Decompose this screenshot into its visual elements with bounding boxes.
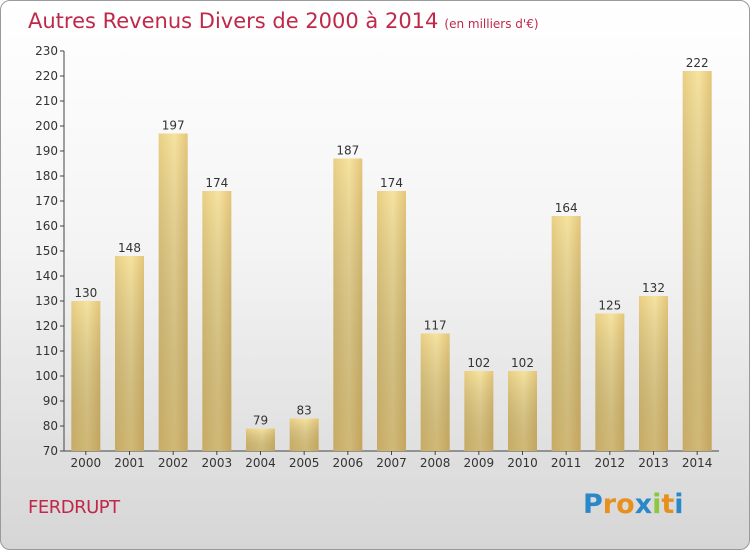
data-label: 125 <box>598 299 621 313</box>
bar-shade <box>551 216 581 451</box>
x-tick-label: 2000 <box>71 456 102 470</box>
y-tick-label: 120 <box>35 319 58 333</box>
x-tick-label: 2007 <box>376 456 407 470</box>
y-tick-label: 110 <box>35 344 58 358</box>
y-tick-label: 160 <box>35 219 58 233</box>
y-tick-label: 180 <box>35 169 58 183</box>
y-tick-label: 170 <box>35 194 58 208</box>
y-tick-label: 150 <box>35 244 58 258</box>
chart-subtitle: (en milliers d'€) <box>444 17 539 31</box>
y-tick-label: 90 <box>43 394 58 408</box>
axes: 7080901001101201301401501601701801902002… <box>35 44 719 470</box>
data-label: 102 <box>467 356 490 370</box>
x-tick-label: 2004 <box>245 456 276 470</box>
data-label: 164 <box>555 201 578 215</box>
x-tick-label: 2001 <box>114 456 145 470</box>
data-label: 117 <box>424 319 447 333</box>
bar-shade <box>115 256 144 451</box>
bar-shade <box>464 371 494 451</box>
bar-shade <box>595 313 625 451</box>
bar-shade <box>420 333 450 451</box>
logo-letter: r <box>602 489 617 520</box>
bars <box>71 71 712 451</box>
y-tick-label: 190 <box>35 144 58 158</box>
data-label: 174 <box>380 176 403 190</box>
bar-shade <box>71 301 101 451</box>
logo-letter: i <box>674 489 684 520</box>
bar-shade <box>289 418 319 451</box>
bar-shade <box>333 158 363 451</box>
bar-shade <box>202 191 232 451</box>
data-label: 132 <box>642 281 665 295</box>
x-tick-label: 2003 <box>202 456 233 470</box>
logo-letter: o <box>616 489 635 520</box>
x-tick-label: 2010 <box>507 456 538 470</box>
y-tick-label: 200 <box>35 119 58 133</box>
data-label: 83 <box>297 404 312 418</box>
y-tick-label: 80 <box>43 419 58 433</box>
x-tick-label: 2005 <box>289 456 320 470</box>
x-tick-label: 2013 <box>638 456 669 470</box>
bar-shade <box>246 428 275 451</box>
logo-letter: t <box>661 489 675 520</box>
x-tick-label: 2002 <box>158 456 189 470</box>
data-label: 102 <box>511 356 534 370</box>
chart-title: Autres Revenus Divers de 2000 à 2014 (en … <box>28 9 539 33</box>
x-tick-label: 2012 <box>595 456 626 470</box>
chart-title-text: Autres Revenus Divers de 2000 à 2014 <box>28 9 439 33</box>
logo-letter: i <box>652 489 662 520</box>
data-label: 174 <box>205 176 228 190</box>
bar-shade <box>377 191 406 451</box>
data-labels: 130 148 197 174 79 83 187 174 117 102 102 164 125 132… <box>74 56 708 428</box>
data-label: 197 <box>162 119 185 133</box>
data-label: 148 <box>118 241 141 255</box>
x-tick-label: 2011 <box>551 456 582 470</box>
y-tick-label: 140 <box>35 269 58 283</box>
bar-shade <box>158 133 188 451</box>
y-tick-label: 210 <box>35 94 58 108</box>
x-tick-label: 2009 <box>464 456 495 470</box>
x-tick-label: 2008 <box>420 456 451 470</box>
y-tick-label: 130 <box>35 294 58 308</box>
bar-shade <box>508 371 537 451</box>
data-label: 187 <box>336 144 359 158</box>
logo-letter: P <box>583 489 603 520</box>
data-label: 79 <box>253 414 268 428</box>
commune-name: FERDRUPT <box>28 497 120 518</box>
logo-letter: x <box>634 489 653 520</box>
bar-shade <box>682 71 712 451</box>
data-label: 130 <box>74 286 97 300</box>
x-tick-label: 2006 <box>333 456 364 470</box>
y-tick-label: 230 <box>35 44 58 58</box>
y-tick-label: 100 <box>35 369 58 383</box>
data-label: 222 <box>686 56 709 70</box>
proxiti-logo: Proxiti <box>583 489 684 520</box>
y-tick-label: 220 <box>35 69 58 83</box>
x-tick-label: 2014 <box>682 456 713 470</box>
bar-shade <box>639 296 668 451</box>
y-tick-label: 70 <box>43 444 58 458</box>
